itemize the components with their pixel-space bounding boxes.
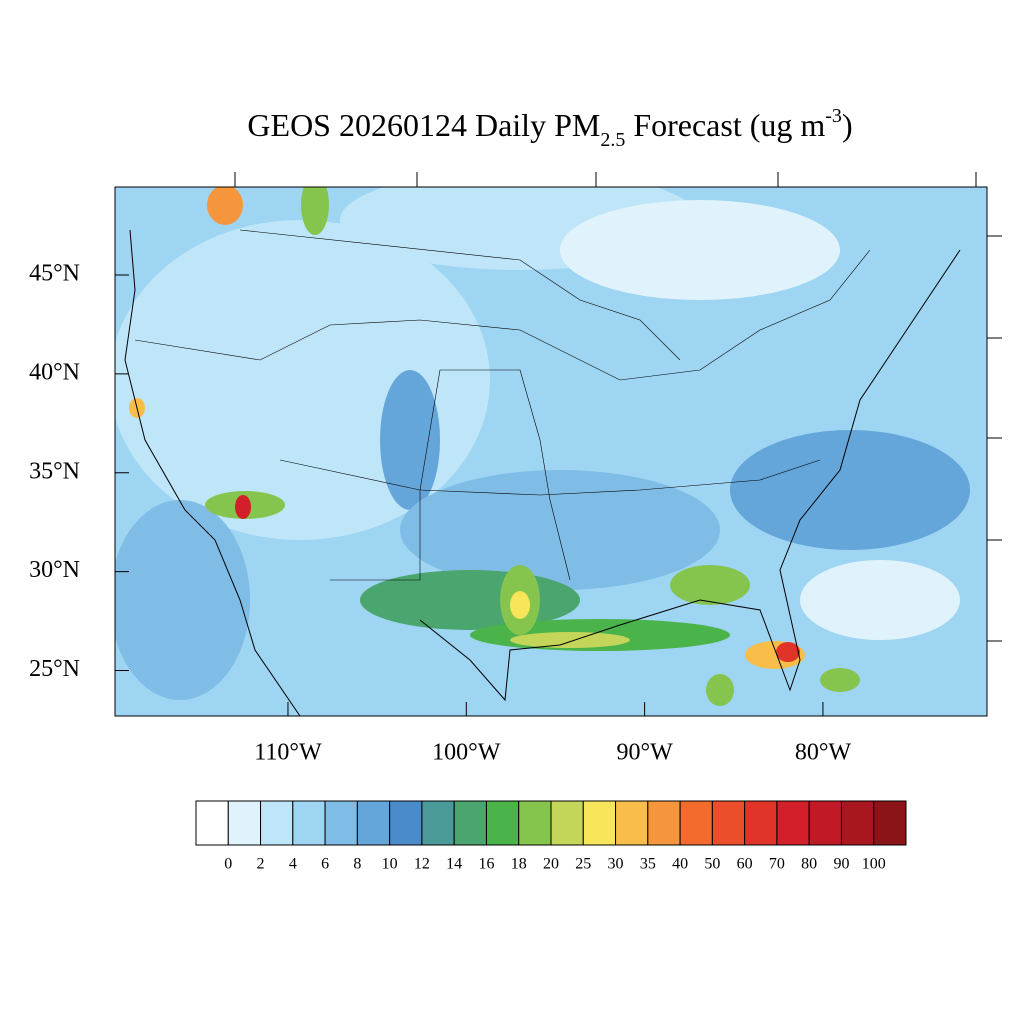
colorbar-box xyxy=(582,800,617,846)
colorbar-label: 30 xyxy=(608,856,624,873)
colorbar-label: 4 xyxy=(289,856,297,873)
colorbar-label: 20 xyxy=(543,856,559,873)
y-tick-label: 35°N xyxy=(29,458,80,484)
colorbar-box xyxy=(292,800,326,846)
colorbar-box xyxy=(776,800,810,846)
colorbar-box xyxy=(356,800,391,846)
title-sup: -3 xyxy=(825,105,842,127)
colorbar-label: 8 xyxy=(353,856,361,873)
y-tick-label: 30°N xyxy=(29,557,80,583)
colorbar-box xyxy=(421,800,455,846)
colorbar-label: 60 xyxy=(737,856,753,873)
colorbar-label: 80 xyxy=(801,856,817,873)
x-tick-label: 80°W xyxy=(795,740,852,766)
colorbar-box xyxy=(647,800,681,846)
colorbar-label: 2 xyxy=(257,856,265,873)
colorbar-label: 90 xyxy=(833,856,849,873)
colorbar-box xyxy=(679,800,713,846)
title-sub: 2.5 xyxy=(600,129,625,151)
colorbar-box xyxy=(324,800,358,846)
colorbar-box xyxy=(518,800,552,846)
y-tick-label: 25°N xyxy=(29,656,80,682)
map-frame xyxy=(114,186,988,717)
colorbar-box xyxy=(744,800,778,846)
chart-title: GEOS 20260124 Daily PM2.5 Forecast (ug m… xyxy=(247,105,852,151)
title-end: ) xyxy=(842,107,853,143)
colorbar-box xyxy=(453,800,487,846)
colorbar-box xyxy=(711,800,746,846)
colorbar-label: 40 xyxy=(672,856,688,873)
colorbar-label: 6 xyxy=(321,856,329,873)
colorbar-label: 35 xyxy=(640,856,656,873)
colorbar-box xyxy=(840,800,875,846)
x-tick-label: 110°W xyxy=(254,740,322,766)
colorbar-label: 100 xyxy=(862,856,886,873)
x-tick-label: 90°W xyxy=(616,740,673,766)
colorbar-box xyxy=(389,800,423,846)
colorbar-label: 50 xyxy=(704,856,720,873)
title-mid: Forecast (ug m xyxy=(625,107,825,143)
colorbar-box xyxy=(485,800,520,846)
colorbar-label: 10 xyxy=(382,856,398,873)
frame-ticks xyxy=(234,172,1002,642)
colorbar-box xyxy=(260,800,294,846)
colorbar-box xyxy=(808,800,842,846)
colorbar-box xyxy=(873,800,907,846)
y-tick-label: 45°N xyxy=(29,261,80,287)
colorbar-label: 18 xyxy=(511,856,527,873)
colorbar-box xyxy=(195,800,229,846)
colorbar-label: 14 xyxy=(446,856,462,873)
colorbar-label: 70 xyxy=(769,856,785,873)
colorbar-label: 25 xyxy=(575,856,591,873)
y-tick-label: 40°N xyxy=(29,359,80,385)
colorbar-label: 0 xyxy=(224,856,232,873)
colorbar-box xyxy=(550,800,584,846)
pm-field xyxy=(115,187,987,716)
colorbar-box xyxy=(615,800,649,846)
title-main: GEOS 20260124 Daily PM xyxy=(247,107,600,143)
colorbar-label: 16 xyxy=(478,856,494,873)
x-tick-label: 100°W xyxy=(432,740,501,766)
colorbar-box xyxy=(227,800,262,846)
colorbar-label: 12 xyxy=(414,856,430,873)
